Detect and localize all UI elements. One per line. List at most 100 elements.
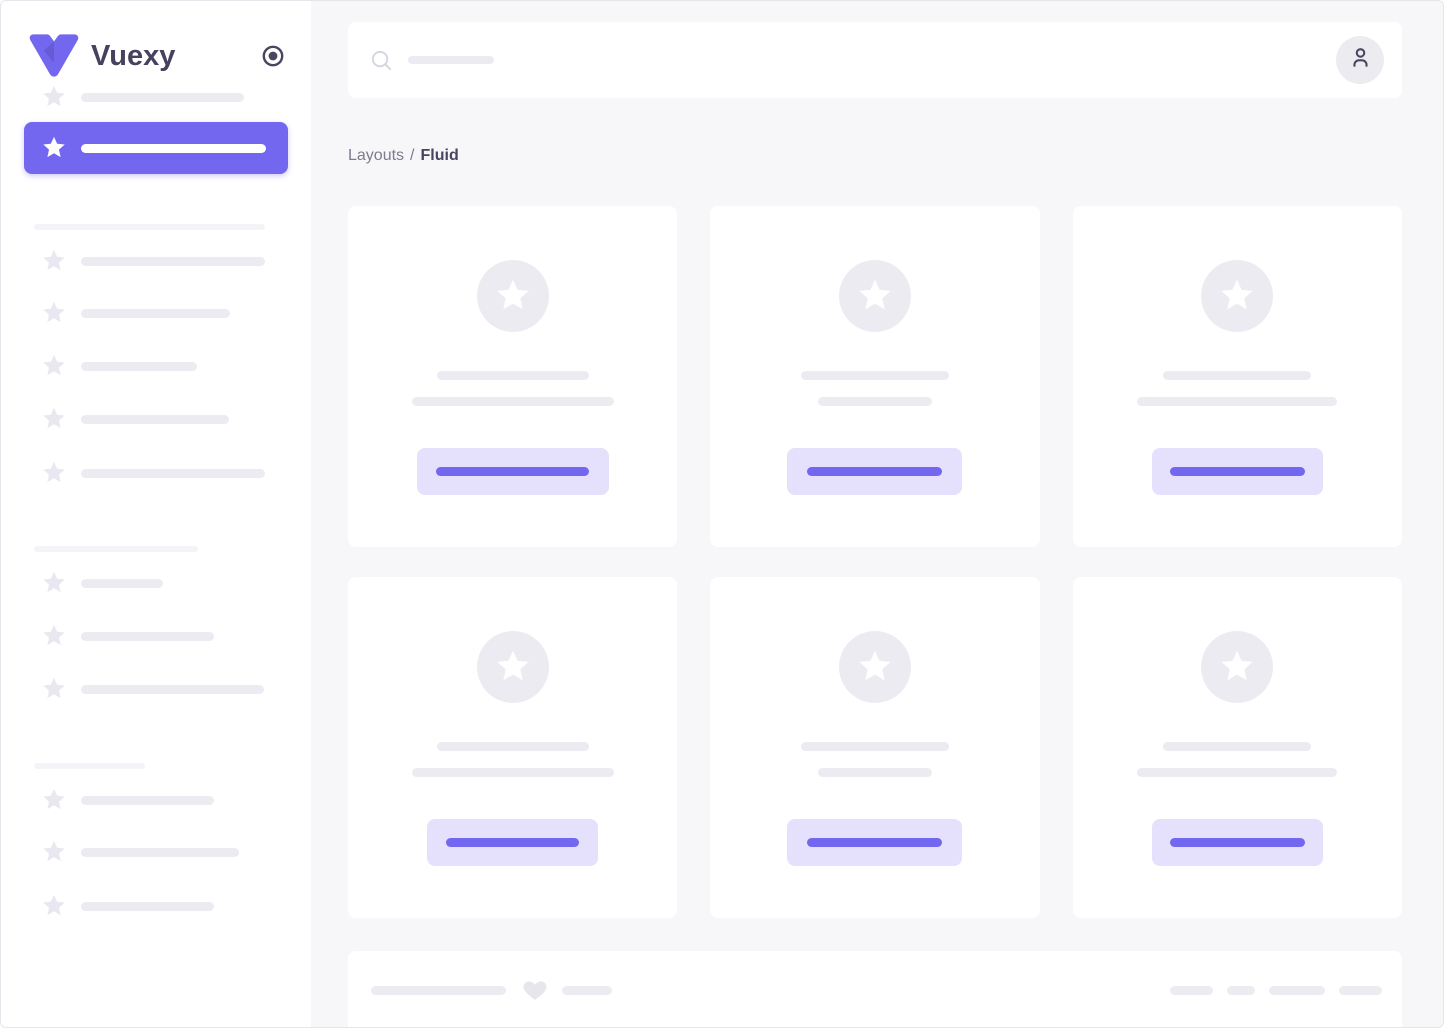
- card-subtitle-skeleton: [1137, 768, 1338, 777]
- search-placeholder-skeleton: [408, 56, 494, 64]
- placeholder-card: [348, 206, 678, 547]
- search-icon: [370, 49, 393, 72]
- user-avatar-button[interactable]: [1336, 36, 1384, 84]
- sidebar-item[interactable]: [1, 623, 311, 649]
- star-icon: [494, 277, 532, 315]
- footer-text-skeleton: [562, 985, 612, 995]
- sidebar-nav: [1, 78, 311, 919]
- footer-link-skeleton[interactable]: [1227, 985, 1255, 995]
- card-subtitle-skeleton: [817, 768, 932, 777]
- sidebar-item[interactable]: [1, 84, 311, 110]
- sidebar-item-active[interactable]: [24, 122, 288, 174]
- footer-link-skeleton[interactable]: [1170, 985, 1213, 995]
- sidebar-item[interactable]: [1, 787, 311, 813]
- card-grid: [348, 206, 1402, 918]
- search-input[interactable]: [370, 22, 1336, 98]
- menu-label-skeleton: [81, 308, 230, 318]
- menu-label-skeleton: [81, 578, 163, 588]
- star-icon: [41, 839, 67, 865]
- heart-icon: [521, 977, 549, 1003]
- star-icon: [41, 623, 67, 649]
- sidebar-item[interactable]: [1, 570, 311, 596]
- star-icon: [41, 406, 67, 432]
- card-subtitle-skeleton: [1137, 397, 1338, 406]
- breadcrumb-separator: /: [410, 147, 415, 164]
- footer-link-skeleton[interactable]: [1269, 985, 1325, 995]
- card-action-button[interactable]: [1151, 819, 1323, 866]
- button-label-skeleton: [436, 467, 590, 476]
- placeholder-card: [348, 577, 678, 918]
- card-title-skeleton: [436, 371, 589, 380]
- menu-label-skeleton: [81, 631, 214, 641]
- star-icon: [41, 84, 67, 110]
- card-subtitle-skeleton: [411, 768, 614, 777]
- sidebar-item[interactable]: [1, 353, 311, 379]
- card-title-skeleton: [436, 742, 589, 751]
- card-avatar-circle: [476, 631, 549, 703]
- sidebar-section-header: [1, 224, 311, 230]
- placeholder-card: [1072, 577, 1402, 918]
- card-action-button[interactable]: [787, 448, 963, 495]
- breadcrumb: Layouts / Fluid: [348, 147, 1402, 165]
- card-action-button[interactable]: [787, 819, 963, 866]
- placeholder-card: [1072, 206, 1402, 547]
- sidebar-item[interactable]: [1, 839, 311, 865]
- card-avatar-circle: [1201, 260, 1274, 332]
- card-title-skeleton: [1163, 742, 1312, 751]
- sidebar-section-header: [1, 546, 311, 552]
- sidebar-section-header: [1, 763, 311, 769]
- menu-label-skeleton: [81, 468, 265, 478]
- menu-label-skeleton: [81, 795, 214, 805]
- star-icon: [41, 676, 67, 702]
- menu-label-skeleton: [81, 361, 197, 371]
- menu-label-skeleton: [81, 414, 229, 424]
- footer-left: [371, 977, 612, 1003]
- sidebar-item[interactable]: [1, 248, 311, 274]
- menu-label-skeleton: [81, 684, 264, 694]
- button-label-skeleton: [807, 467, 943, 476]
- card-title-skeleton: [800, 742, 949, 751]
- menu-label-skeleton: [81, 92, 244, 102]
- menu-label-skeleton: [81, 256, 265, 266]
- vuexy-logo-icon: [29, 34, 79, 78]
- footer-text-skeleton: [371, 985, 506, 995]
- star-icon: [41, 787, 67, 813]
- star-icon: [1218, 277, 1256, 315]
- card-action-button[interactable]: [427, 819, 599, 866]
- placeholder-card: [710, 206, 1040, 547]
- footer: [348, 951, 1402, 1027]
- star-icon: [494, 648, 532, 686]
- button-label-skeleton: [1169, 838, 1305, 847]
- card-action-button[interactable]: [1151, 448, 1323, 495]
- card-avatar-circle: [476, 260, 549, 332]
- button-label-skeleton: [807, 838, 943, 847]
- sidebar-item[interactable]: [1, 893, 311, 919]
- star-icon: [41, 300, 67, 326]
- breadcrumb-link-layouts[interactable]: Layouts: [348, 147, 405, 164]
- menu-label-skeleton: [81, 901, 214, 911]
- sidebar-item[interactable]: [1, 300, 311, 326]
- sidebar-pin-toggle-icon[interactable]: [261, 44, 285, 68]
- button-label-skeleton: [1169, 467, 1305, 476]
- star-icon: [856, 277, 894, 315]
- card-action-button[interactable]: [416, 448, 609, 495]
- user-icon: [1348, 45, 1373, 75]
- sidebar-item[interactable]: [1, 460, 311, 486]
- star-icon: [41, 353, 67, 379]
- star-icon: [856, 648, 894, 686]
- footer-right: [1170, 985, 1382, 995]
- card-subtitle-skeleton: [411, 397, 614, 406]
- card-avatar-circle: [838, 631, 911, 703]
- sidebar-item[interactable]: [1, 676, 311, 702]
- sidebar-item[interactable]: [1, 406, 311, 432]
- star-icon: [41, 570, 67, 596]
- section-label-skeleton: [34, 763, 145, 769]
- card-title-skeleton: [1163, 371, 1312, 380]
- topbar: [348, 22, 1402, 98]
- star-icon: [41, 893, 67, 919]
- sidebar-header: Vuexy: [1, 1, 311, 78]
- card-title-skeleton: [800, 371, 949, 380]
- footer-link-skeleton[interactable]: [1339, 985, 1382, 995]
- main-content: Layouts / Fluid: [348, 1, 1402, 1027]
- section-label-skeleton: [34, 546, 198, 552]
